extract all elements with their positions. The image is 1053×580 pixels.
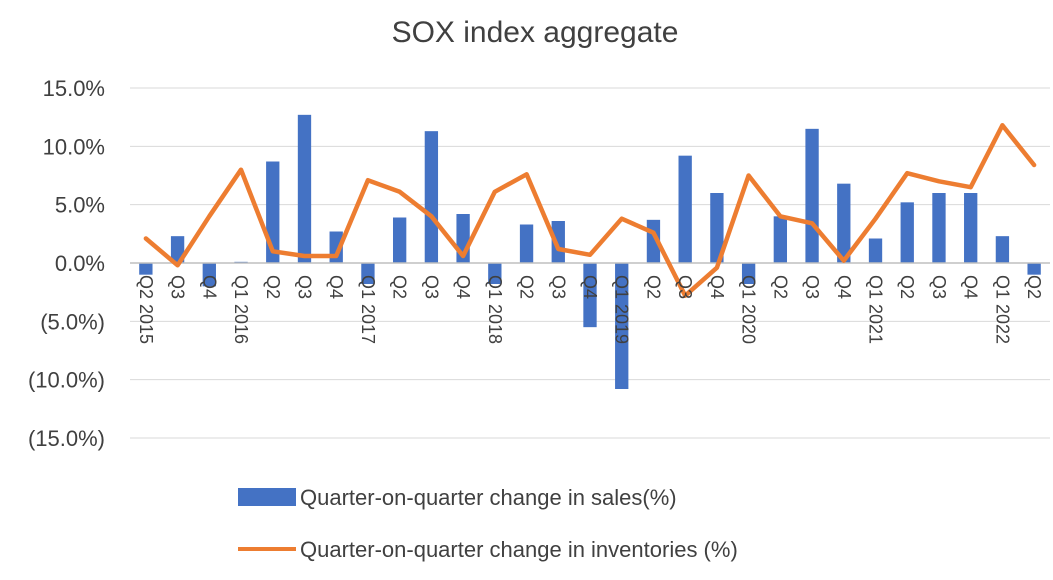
bar-sales	[805, 128, 819, 263]
x-tick-label: Q1 2016	[231, 275, 251, 344]
x-tick-label: Q2	[263, 275, 283, 299]
x-tick-label: Q4	[326, 275, 346, 299]
x-axis-ticks: Q2 2015 Q3 Q4 Q1 2016 Q2 Q3 Q4 Q1 2017 Q2 Q3 Q4 Q1 …	[136, 275, 1044, 344]
bar-sales	[297, 114, 312, 263]
bar-sales	[837, 183, 851, 263]
y-tick-label: 15.0%	[43, 76, 105, 101]
y-tick-label: 0.0%	[55, 251, 105, 276]
gridlines	[130, 87, 1050, 439]
bar-sales	[868, 238, 883, 263]
bar-sales	[741, 263, 756, 284]
x-tick-label: Q4	[453, 275, 473, 299]
y-axis-ticks: 15.0% 10.0% 5.0% 0.0% (5.0%) (10.0%) (15.0%)	[28, 76, 105, 451]
x-tick-label: Q1 2018	[485, 275, 505, 344]
y-tick-label: (5.0%)	[40, 309, 105, 334]
x-tick-label: Q2	[517, 275, 537, 299]
x-tick-label: Q3	[802, 275, 822, 299]
bar-sales	[139, 263, 153, 275]
x-tick-label: Q2	[897, 275, 917, 299]
x-tick-label: Q4	[961, 275, 981, 299]
x-tick-label: Q2	[643, 275, 663, 299]
x-tick-label: Q4	[707, 275, 727, 299]
bar-sales	[615, 263, 629, 389]
bar-sales	[519, 224, 534, 263]
bar-sales	[392, 217, 407, 263]
bar-sales	[995, 236, 1010, 263]
x-tick-label: Q3	[168, 275, 188, 299]
bar-sales	[900, 202, 914, 263]
y-tick-label: 5.0%	[55, 193, 105, 218]
bar-sales	[964, 193, 978, 263]
bar-sales	[202, 263, 216, 287]
x-tick-label: Q1 2017	[358, 275, 378, 344]
x-tick-label: Q1 2020	[739, 275, 759, 344]
x-tick-label: Q3	[294, 275, 314, 299]
bar-sales	[361, 263, 375, 284]
bar-sales	[932, 193, 946, 263]
bar-sales	[1027, 263, 1041, 275]
series-line-inventories	[143, 123, 1037, 298]
x-tick-label: Q4	[580, 275, 600, 299]
legend-label-inventories: Quarter-on-quarter change in inventories…	[300, 537, 738, 562]
y-tick-label: (15.0%)	[28, 426, 105, 451]
x-tick-label: Q2 2015	[136, 275, 156, 344]
bar-sales	[773, 216, 788, 263]
chart-title: SOX index aggregate	[392, 16, 679, 49]
y-tick-label: 10.0%	[43, 134, 105, 159]
inventories-line	[143, 123, 1037, 298]
x-tick-label: Q4	[834, 275, 854, 299]
bar-sales	[710, 193, 724, 263]
x-tick-label: Q1 2022	[992, 275, 1012, 344]
legend-swatch-sales	[238, 488, 296, 506]
x-tick-label: Q2	[1024, 275, 1044, 299]
bar-sales	[488, 263, 502, 284]
bar-sales	[424, 131, 439, 263]
x-tick-label: Q3	[675, 275, 695, 299]
x-tick-label: Q3	[548, 275, 568, 299]
x-tick-label: Q1 2021	[866, 275, 886, 344]
bar-sales	[678, 155, 692, 263]
x-tick-label: Q2	[770, 275, 790, 299]
bar-sales	[551, 221, 565, 263]
x-tick-label: Q2	[390, 275, 410, 299]
legend-label-sales: Quarter-on-quarter change in sales(%)	[300, 485, 677, 510]
bar-sales	[583, 263, 597, 328]
y-tick-label: (10.0%)	[28, 368, 105, 393]
x-tick-label: Q4	[199, 275, 219, 299]
x-tick-label: Q3	[421, 275, 441, 299]
x-tick-label: Q3	[929, 275, 949, 299]
x-tick-label: Q1 2019	[612, 275, 632, 344]
legend: Quarter-on-quarter change in sales(%) Qu…	[238, 485, 738, 562]
